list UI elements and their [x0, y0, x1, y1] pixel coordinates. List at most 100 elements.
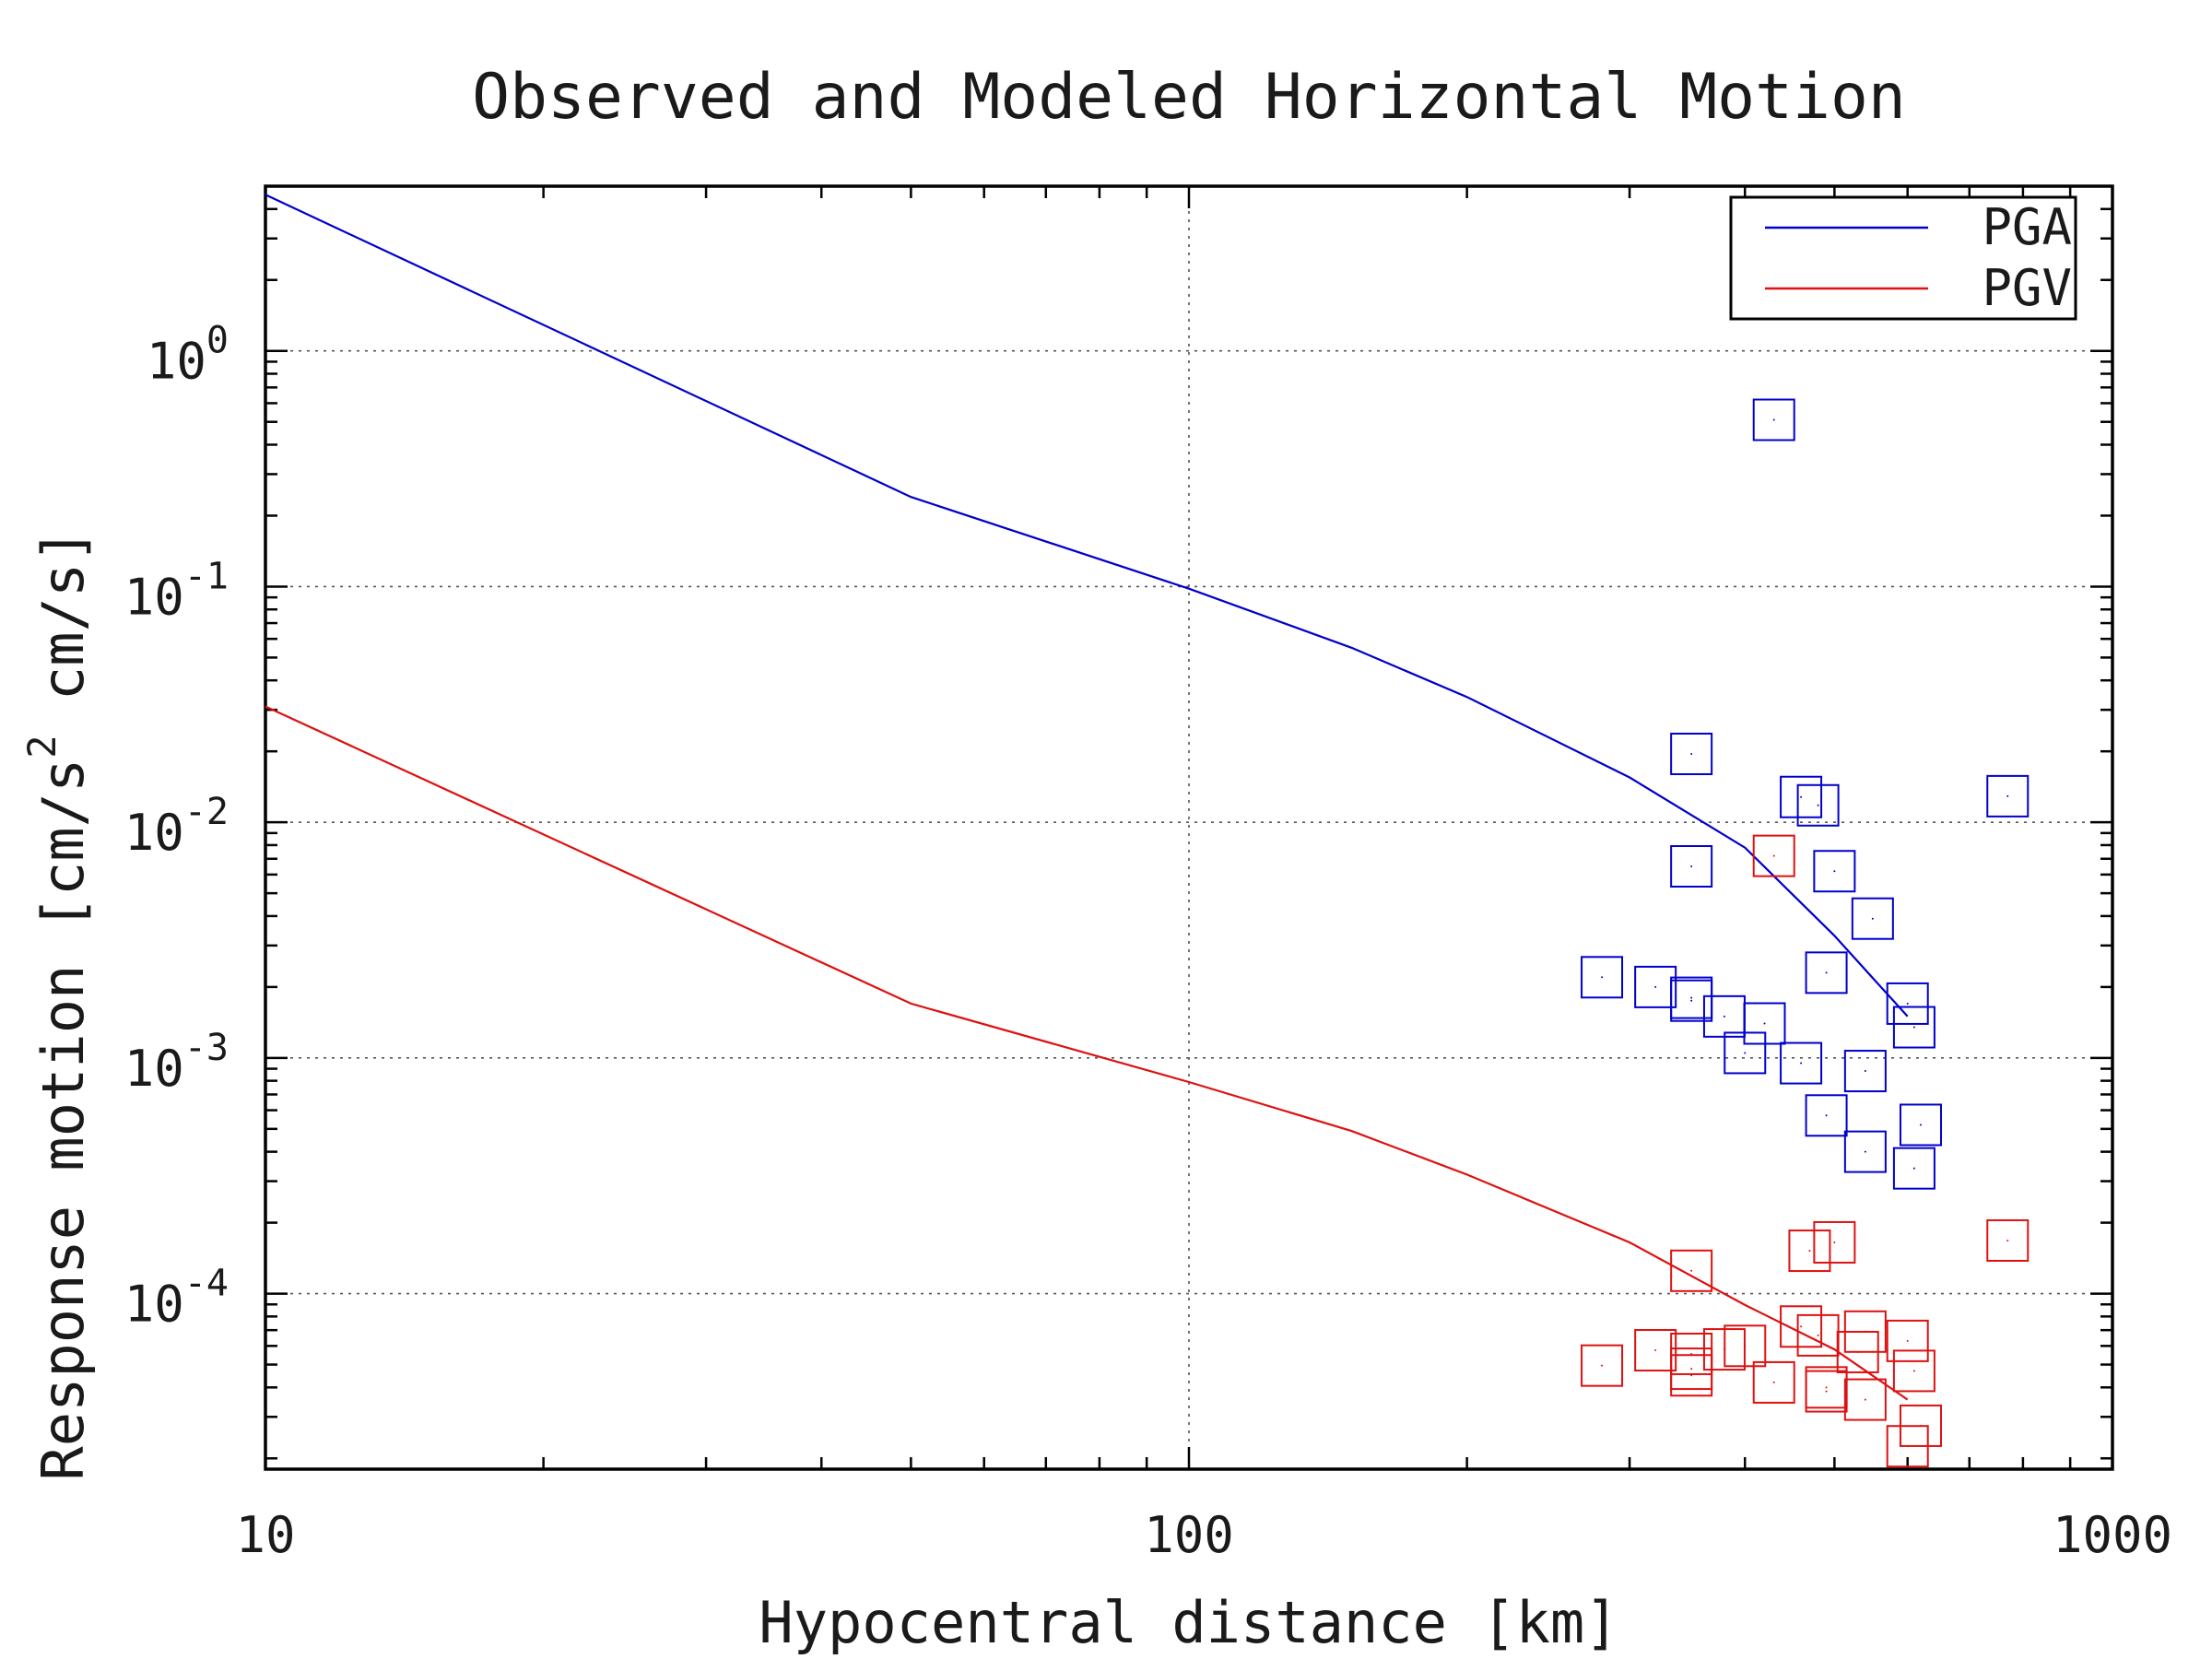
pga-observed-dot [1864, 1070, 1866, 1073]
pgv-observed-dot [1690, 1269, 1693, 1272]
pga-observed-dot [1912, 1026, 1915, 1029]
pga-observed-dot [1744, 1052, 1747, 1054]
pga-observed-point [1813, 850, 1856, 893]
y-tick-base: 10 [124, 1040, 184, 1098]
pgv-observed-point [1836, 1330, 1879, 1373]
y-tick-base: 10 [147, 333, 206, 391]
pgv-observed-dot [1601, 1364, 1604, 1367]
pga-observed-dot [2006, 794, 2009, 797]
pgv-observed-dot [1654, 1349, 1657, 1352]
pgv-observed-dot [1690, 1374, 1693, 1377]
pgv-observed-dot [1744, 1345, 1747, 1347]
chart-title: Observed and Modeled Horizontal Motion [472, 61, 1906, 134]
pga-observed-dot [1800, 1062, 1803, 1065]
pgv-observed-dot [1833, 1241, 1836, 1243]
pga-observed-point [1796, 783, 1840, 827]
pga-observed-point [1581, 956, 1624, 999]
pga-observed-dot [1825, 971, 1828, 974]
pga-observed-point [1843, 1050, 1887, 1093]
pga-observed-point [1892, 1006, 1936, 1049]
pga-observed-point [1899, 1103, 1942, 1147]
pga-observed-dot [1833, 870, 1836, 873]
pgv-observed-point [1986, 1218, 2030, 1262]
pgv-observed-dot [1906, 1339, 1909, 1342]
pga-observed-dot [1800, 795, 1803, 798]
axis-ticks [264, 184, 2112, 1469]
pga-observed-point [1805, 951, 1848, 994]
pgv-observed-point [1892, 1349, 1936, 1393]
pga-observed-point [1851, 897, 1894, 940]
x-tick-label: 1000 [2053, 1506, 2172, 1564]
pgv-observed-dot [1690, 1368, 1693, 1371]
pga-observed-point [1892, 1147, 1936, 1190]
pgv-observed-point [1670, 1249, 1713, 1292]
series-layer [265, 194, 2030, 1468]
pgv-observed-dot [1817, 1334, 1819, 1336]
legend-label-pga: PGA [1982, 198, 2072, 256]
pga-observed-point [1780, 1041, 1823, 1085]
y-axis-title-tail: cm/s] [29, 528, 97, 735]
x-tick-labels: 10 100 1000 [235, 1506, 2172, 1564]
pga-observed-point [1634, 965, 1677, 1008]
y-axis-title-main: Response motion [cm/s [29, 759, 97, 1481]
pgv-observed-point [1886, 1319, 1929, 1362]
pga-observed-dot [1763, 1022, 1766, 1025]
y-axis-title: Response motion [cm/s2 cm/s] [19, 528, 97, 1480]
pga-observed-point [1752, 398, 1795, 441]
y-tick-base: 10 [124, 568, 184, 626]
y-tick-exponent: 0 [206, 320, 229, 362]
pga-observed-dot [1654, 985, 1657, 988]
pga-observed-dot [1906, 1002, 1909, 1005]
pga-observed-dot [1690, 865, 1693, 867]
pga-observed-point [1780, 775, 1823, 818]
pgv-observed-point [1843, 1378, 1887, 1421]
y-tick-label: 10-4 [124, 1263, 229, 1334]
pga-observed-dot [1690, 996, 1693, 999]
pga-observed-point [1724, 1031, 1767, 1075]
y-tick-exponent: -4 [184, 1263, 229, 1305]
y-tick-label: 10-1 [124, 555, 229, 626]
pga-observed-dot [1772, 418, 1775, 421]
legend: PGA PGV [1729, 195, 2077, 321]
pgv-observed-point [1813, 1220, 1856, 1264]
pgv-observed-point [1724, 1324, 1767, 1368]
pga-observed-dot [1864, 1150, 1866, 1153]
pgv-observed-point [1788, 1230, 1831, 1273]
pgv-observed-dot [1912, 1370, 1915, 1372]
pgv-observed-dot [2006, 1239, 2009, 1241]
pgv-observed-point [1805, 1370, 1848, 1413]
pgv-observed-point [1752, 834, 1795, 877]
pga-observed-point [1986, 774, 2030, 818]
y-tick-label: 100 [147, 320, 229, 391]
pgv-observed-dot [1825, 1390, 1828, 1393]
pga-observed-dot [1912, 1167, 1915, 1170]
pgv-observed-dot [1864, 1398, 1866, 1401]
pgv-observed-dot [1772, 854, 1775, 857]
pgv-observed-dot [1808, 1250, 1811, 1253]
pgv-observed-dot [1856, 1350, 1859, 1353]
y-tick-base: 10 [124, 1276, 184, 1334]
pgv-observed-point [1780, 1305, 1823, 1348]
pgv-model-line [265, 705, 1909, 1401]
y-tick-exponent: -3 [184, 1027, 229, 1069]
pgv-observed-point [1634, 1329, 1677, 1372]
y-tick-exponent: -2 [184, 791, 229, 833]
pgv-observed-dot [1772, 1381, 1775, 1383]
pgv-observed-point [1581, 1344, 1624, 1387]
pgv-observed-dot [1825, 1386, 1828, 1389]
pga-observed-point [1670, 979, 1713, 1022]
pga-observed-dot [1690, 999, 1693, 1002]
y-axis-title-superscript: 2 [19, 735, 65, 758]
legend-label-pgv: PGV [1982, 259, 2072, 317]
pga-observed-point [1670, 844, 1713, 888]
y-tick-base: 10 [124, 804, 184, 862]
legend-box [1729, 195, 2077, 321]
x-tick-label: 10 [235, 1506, 295, 1564]
grid-lines [265, 186, 2112, 1469]
pgv-observed-point [1886, 1425, 1929, 1468]
x-axis-title: Hypocentral distance [km] [759, 1589, 1618, 1656]
pgv-observed-point [1670, 1354, 1713, 1397]
pga-observed-point [1886, 982, 1929, 1025]
